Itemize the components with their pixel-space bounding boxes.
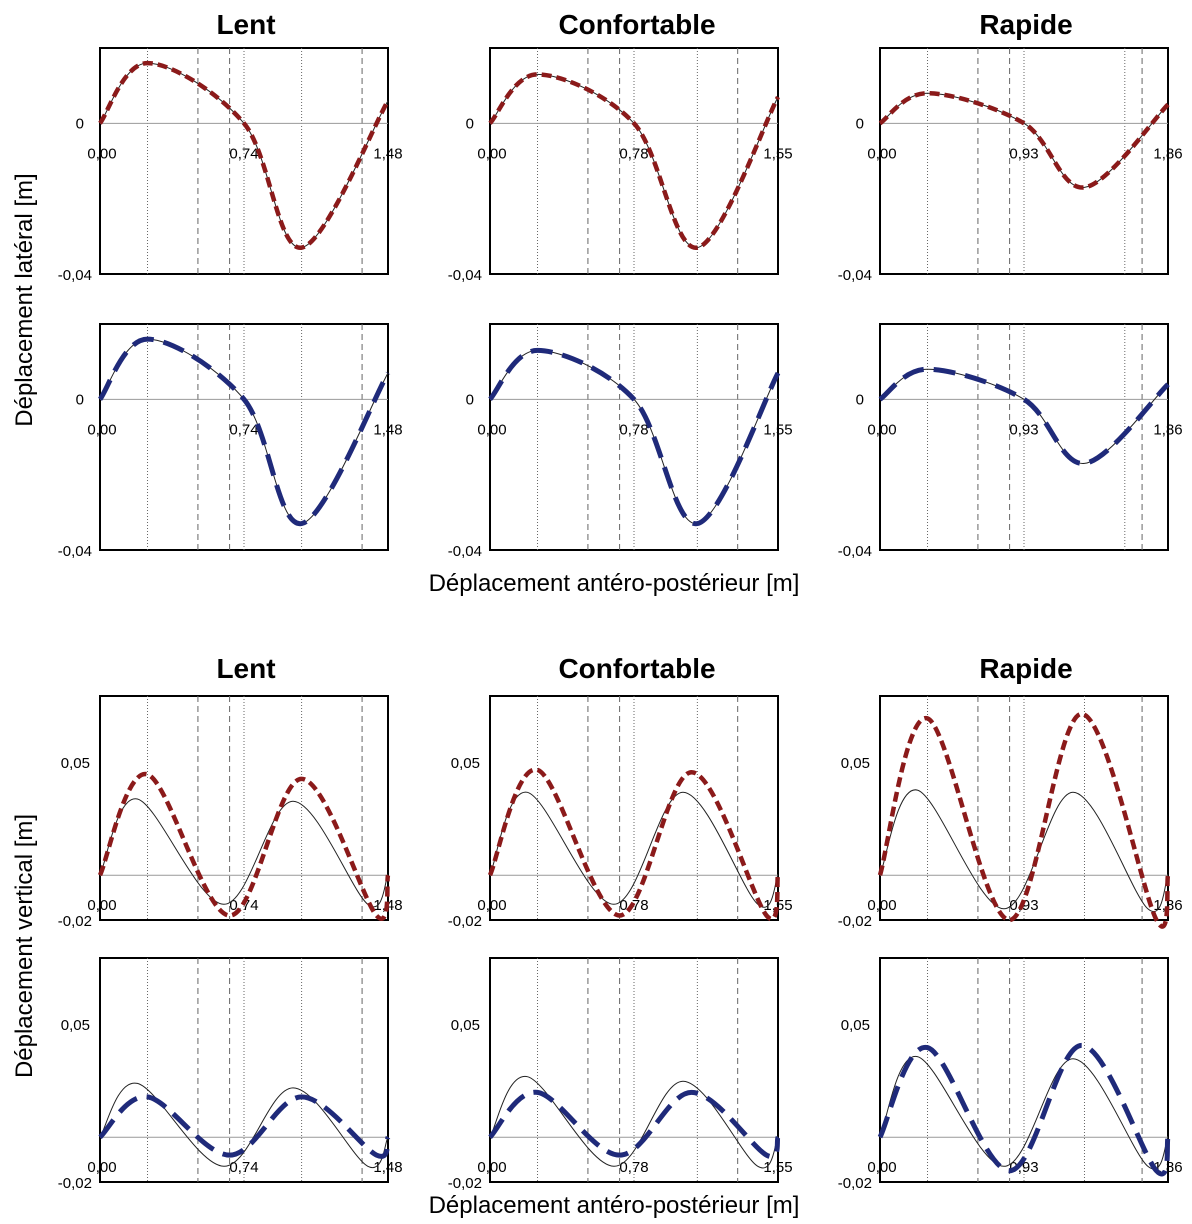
vertical-red-lent-series-curve — [97, 772, 391, 921]
lateral-blue-lent-ytick-1: -0,04 — [58, 543, 92, 560]
vertical-red-lent-reference-curve — [99, 798, 389, 908]
vertical-red-lent-ytick-0: 0,05 — [61, 755, 90, 772]
lateral-blue-rapide-xtick-1: 0,93 — [1009, 421, 1038, 438]
xlabel-top: Déplacement antéro-postérieur [m] — [429, 570, 800, 597]
vertical-blue-lent-xtick-0: 0,00 — [87, 1159, 116, 1176]
vertical-red-rapide-xtick-2: 1,86 — [1153, 897, 1182, 914]
title-confortable-bottom: Confortable — [558, 653, 715, 684]
title-lent-bottom: Lent — [216, 653, 275, 684]
vertical-blue-rapide-xtick-1: 0,93 — [1009, 1159, 1038, 1176]
vertical-blue-confortable-series-curve — [488, 1089, 781, 1160]
lateral-red-rapide-series-curve — [878, 90, 1170, 190]
vertical-blue-confortable-xtick-2: 1,55 — [763, 1159, 792, 1176]
ylabel-vertical: Déplacement vertical [m] — [11, 814, 38, 1078]
ylabel-lateral: Déplacement latéral [m] — [11, 173, 38, 426]
vertical-blue-rapide-xtick-0: 0,00 — [867, 1159, 896, 1176]
lateral-red-lent-series-curve — [98, 60, 390, 250]
vertical-blue-confortable-xtick-0: 0,00 — [477, 1159, 506, 1176]
lateral-red-confortable-xtick-2: 1,55 — [763, 145, 792, 162]
lateral-blue-lent-series-curve — [97, 336, 391, 527]
vertical-red-confortable-ytick-0: 0,05 — [451, 755, 480, 772]
title-rapide-bottom: Rapide — [979, 653, 1072, 684]
title-confortable-top: Confortable — [558, 9, 715, 40]
lateral-blue-rapide-ytick-1: -0,04 — [838, 543, 872, 560]
title-lent-top: Lent — [216, 9, 275, 40]
vertical-blue-confortable-reference-curve — [489, 1076, 779, 1169]
lateral-red-rapide-xtick-2: 1,86 — [1153, 145, 1182, 162]
vertical-red-rapide-ytick-1: -0,02 — [838, 913, 872, 930]
vertical-blue-lent-series-curve — [98, 1094, 391, 1159]
lateral-red-rapide-ytick-1: -0,04 — [838, 267, 872, 284]
vertical-blue-confortable-xtick-1: 0,78 — [619, 1159, 648, 1176]
lateral-blue-rapide-series-curve — [878, 366, 1170, 466]
lateral-red-rapide-xtick-0: 0,00 — [867, 145, 896, 162]
lateral-blue-rapide-xtick-0: 0,00 — [867, 421, 896, 438]
lateral-red-rapide-ytick-0: 0 — [856, 115, 864, 132]
lateral-red-lent-xtick-1: 0,74 — [229, 145, 258, 162]
vertical-red-confortable-xtick-0: 0,00 — [477, 897, 506, 914]
vertical-red-rapide-series-curve — [877, 711, 1171, 929]
vertical-blue-rapide-ytick-0: 0,05 — [841, 1017, 870, 1034]
lateral-blue-lent-xtick-0: 0,00 — [87, 421, 116, 438]
vertical-blue-lent-ytick-0: 0,05 — [61, 1017, 90, 1034]
lateral-blue-confortable-xtick-0: 0,00 — [477, 421, 506, 438]
lateral-blue-confortable-xtick-1: 0,78 — [619, 421, 648, 438]
vertical-blue-rapide-ytick-1: -0,02 — [838, 1175, 872, 1192]
vertical-red-confortable-ytick-1: -0,02 — [448, 913, 482, 930]
chart-panels: 0 -0,04 0,00 0,74 1,48 0 -0,04 0,00 0,78 1,55 0 -0,… — [58, 47, 1183, 1192]
lateral-red-rapide-xtick-1: 0,93 — [1009, 145, 1038, 162]
lateral-red-rapide-reference-curve — [879, 92, 1169, 188]
vertical-blue-confortable-ytick-0: 0,05 — [451, 1017, 480, 1034]
title-rapide-top: Rapide — [979, 9, 1072, 40]
lateral-red-lent-xtick-0: 0,00 — [87, 145, 116, 162]
vertical-blue-lent-xtick-2: 1,48 — [373, 1159, 402, 1176]
lateral-blue-confortable-ytick-1: -0,04 — [448, 543, 482, 560]
vertical-blue-rapide-reference-curve — [879, 1056, 1169, 1170]
vertical-blue-lent-reference-curve — [99, 1082, 389, 1169]
lateral-red-confortable-xtick-1: 0,78 — [619, 145, 648, 162]
lateral-blue-confortable-ytick-0: 0 — [466, 391, 474, 408]
vertical-blue-lent-ytick-1: -0,02 — [58, 1175, 92, 1192]
lateral-blue-confortable-series-curve — [488, 347, 781, 527]
lateral-blue-lent-xtick-1: 0,74 — [229, 421, 258, 438]
lateral-red-lent-ytick-0: 0 — [76, 115, 84, 132]
vertical-red-lent-ytick-1: -0,02 — [58, 913, 92, 930]
lateral-blue-confortable-xtick-2: 1,55 — [763, 421, 792, 438]
vertical-blue-confortable-ytick-1: -0,02 — [448, 1175, 482, 1192]
lateral-red-lent-ytick-1: -0,04 — [58, 267, 92, 284]
lateral-blue-rapide-xtick-2: 1,86 — [1153, 421, 1182, 438]
vertical-red-rapide-xtick-0: 0,00 — [867, 897, 896, 914]
lateral-red-confortable-ytick-0: 0 — [466, 115, 474, 132]
lateral-blue-lent-ytick-0: 0 — [76, 391, 84, 408]
lateral-red-lent-xtick-2: 1,48 — [373, 145, 402, 162]
lateral-blue-rapide-ytick-0: 0 — [856, 391, 864, 408]
xlabel-bottom: Déplacement antéro-postérieur [m] — [429, 1192, 800, 1219]
vertical-blue-rapide-series-curve — [877, 1042, 1171, 1177]
lateral-blue-rapide-reference-curve — [879, 368, 1169, 464]
lateral-red-confortable-series-curve — [488, 72, 780, 250]
vertical-blue-lent-xtick-1: 0,74 — [229, 1159, 258, 1176]
lateral-red-confortable-ytick-1: -0,04 — [448, 267, 482, 284]
lateral-blue-lent-xtick-2: 1,48 — [373, 421, 402, 438]
vertical-red-rapide-ytick-0: 0,05 — [841, 755, 870, 772]
vertical-red-lent-xtick-0: 0,00 — [87, 897, 116, 914]
lateral-red-confortable-xtick-0: 0,00 — [477, 145, 506, 162]
vertical-red-confortable-series-curve — [487, 767, 781, 922]
